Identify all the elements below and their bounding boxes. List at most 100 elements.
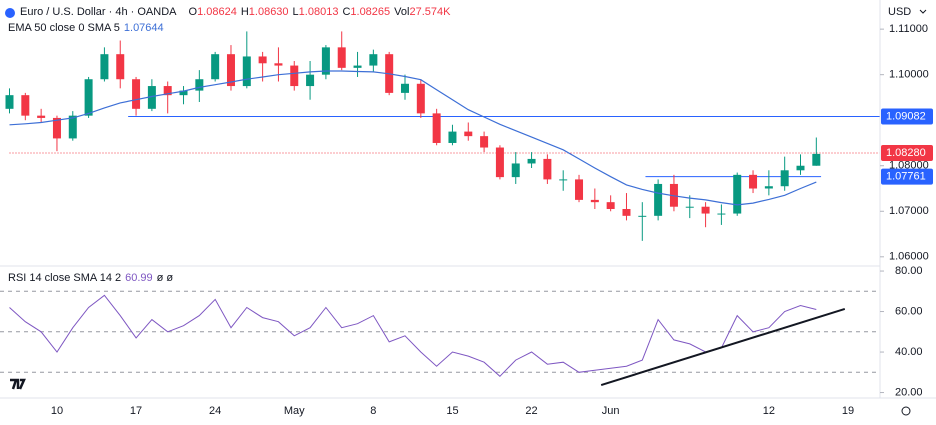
ohlc-value: 1.08630 <box>248 6 289 18</box>
candle-body <box>211 54 220 80</box>
time-tick-label: 15 <box>446 405 458 417</box>
candle-body <box>226 54 235 87</box>
candle-body <box>480 136 489 148</box>
candle-body <box>369 54 378 66</box>
time-tick-label: May <box>284 405 305 417</box>
candle-body <box>321 47 330 75</box>
ohlc-value: 27.574K <box>409 6 451 18</box>
candle-body <box>290 65 299 87</box>
candle-body <box>717 213 726 215</box>
ohlc-label: O <box>188 6 198 18</box>
price-tick-label: 1.10000 <box>889 69 929 81</box>
price-label-box <box>881 108 933 125</box>
candle-body <box>306 74 315 87</box>
ohlc-value: 1.08013 <box>298 6 339 18</box>
time-tick-label: 10 <box>51 405 63 417</box>
currency-dropdown[interactable] <box>919 9 927 14</box>
price-tick-label: 1.06000 <box>889 251 929 263</box>
rsi-name: RSI 14 close SMA 14 2 <box>8 272 122 284</box>
candle-body <box>749 174 758 189</box>
price-label: 1.08280 <box>886 147 926 159</box>
ohlc-label: H <box>240 6 249 18</box>
candle-body <box>733 174 742 214</box>
candle-body <box>464 131 473 137</box>
candle-body <box>37 115 46 118</box>
price-tick-label: 1.11000 <box>889 23 928 35</box>
price-label: 1.09082 <box>886 110 926 122</box>
time-tick-label: 12 <box>763 405 775 417</box>
symbol-title: Euro / U.S. Dollar · 4h · OANDA <box>20 6 177 18</box>
candle-body <box>622 208 631 216</box>
ohlc-label: Vol <box>394 6 410 18</box>
ohlc-values: O1.08624 H1.08630 L1.08013 C1.08265 Vol27.57… <box>189 6 455 18</box>
candle-body <box>685 206 694 208</box>
ohlc-value: 1.08265 <box>350 6 391 18</box>
rsi-suffix: ø ø <box>156 272 174 284</box>
candle-body <box>764 186 773 189</box>
time-tick-label: 8 <box>370 405 376 417</box>
rsi-tick-label: 80.00 <box>895 265 923 277</box>
tv-logo <box>10 378 26 390</box>
candle-body <box>590 199 599 203</box>
candle-body <box>401 83 409 93</box>
time-tick-label: 24 <box>209 405 221 417</box>
candle-body <box>812 153 821 166</box>
candle-body <box>337 47 346 68</box>
candle-body <box>416 83 425 114</box>
candle-body <box>543 158 552 180</box>
candle-body <box>654 183 663 216</box>
time-tick-label: Jun <box>602 405 620 417</box>
candle-body <box>575 179 584 200</box>
candle-body <box>274 63 283 66</box>
candle-body <box>353 65 362 68</box>
ema-legend: EMA 50 close 0 SMA 5 1.07644 <box>8 22 168 34</box>
candle-body <box>638 215 647 217</box>
candle-body <box>242 56 251 87</box>
candle-body <box>68 115 77 139</box>
ema-line <box>9 70 817 206</box>
rsi-trendline <box>600 307 846 387</box>
candle-body <box>448 131 457 143</box>
time-tick-label: 17 <box>130 405 142 417</box>
candle-body <box>796 165 805 171</box>
candle-body <box>701 206 710 214</box>
header-legend: Euro / U.S. Dollar · 4h · OANDA O1.08624 H… <box>20 6 458 18</box>
price-label-box <box>881 168 933 185</box>
rsi-tick-label: 60.00 <box>895 305 923 317</box>
candle-body <box>780 170 789 187</box>
price-tick-label: 1.07000 <box>889 205 929 217</box>
candle-body <box>527 158 536 164</box>
rsi-value: 60.99 <box>125 272 153 284</box>
candle-body <box>147 86 156 109</box>
price-label: 1.07761 <box>886 171 926 183</box>
candle-body <box>21 95 30 116</box>
candle-body <box>163 86 172 96</box>
candle-body <box>258 56 267 64</box>
rsi-tick-label: 20.00 <box>895 386 923 398</box>
candle-body <box>100 54 109 80</box>
candle-body <box>5 95 14 109</box>
rsi-tick-label: 40.00 <box>895 346 923 358</box>
candle-body <box>52 117 61 139</box>
candle-body <box>559 179 568 181</box>
candle-body <box>606 202 615 209</box>
ohlc-value: 1.08624 <box>197 6 237 18</box>
time-tick-label: 22 <box>525 405 537 417</box>
settings-icon[interactable] <box>901 406 911 416</box>
time-tick-label: 19 <box>842 405 854 417</box>
ohlc-label: C <box>342 6 351 18</box>
currency-label[interactable]: USD <box>888 6 911 18</box>
ema-value: 1.07644 <box>123 22 164 34</box>
candle-body <box>511 163 520 178</box>
candle-body <box>432 113 441 143</box>
rsi-legend: RSI 14 close SMA 14 2 60.99 ø ø <box>8 272 177 284</box>
ohlc-label: L <box>292 6 299 18</box>
candle-body <box>179 90 188 96</box>
price-label-box <box>881 144 933 161</box>
ema-name: EMA 50 close 0 SMA 5 <box>8 22 120 34</box>
candle-body <box>195 79 204 91</box>
symbol-logo <box>5 8 15 18</box>
candle-body <box>495 147 504 178</box>
